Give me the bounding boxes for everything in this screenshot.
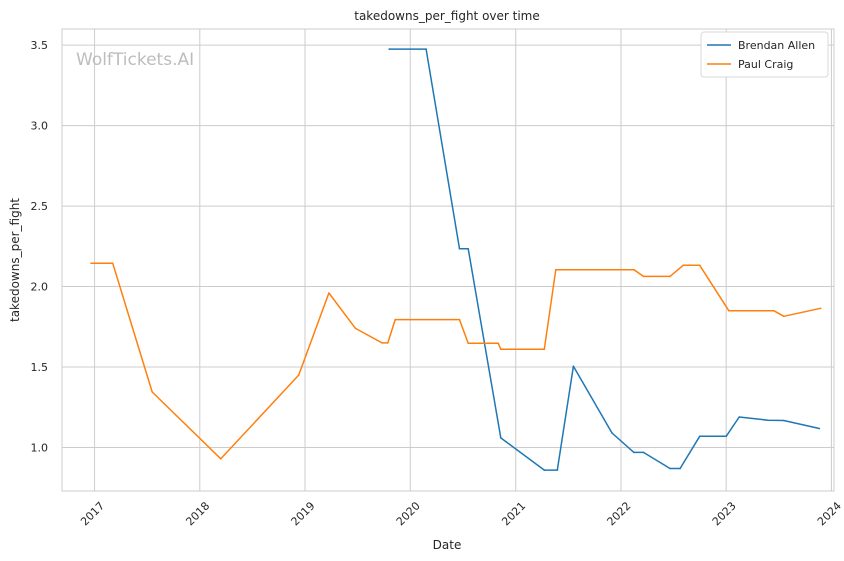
data-point-paul-craig [394,318,397,321]
data-point-brendan-allen [425,48,427,50]
data-point-brendan-allen [766,419,769,422]
data-point-paul-craig [458,318,461,321]
data-point-paul-craig [819,307,822,310]
data-point-paul-craig [297,374,300,376]
legend-frame [700,31,829,78]
data-point-paul-craig [633,268,635,271]
legend-items: Brendan Allen Paul Craig [707,39,815,71]
data-point-paul-craig [381,342,383,344]
data-point-paul-craig [698,264,701,267]
y-tick-label: 2.0 [31,281,49,294]
data-point-brendan-allen [738,416,740,418]
data-point-paul-craig [90,262,92,265]
y-tick-label: 1.0 [31,442,49,455]
legend-label-paul-craig: Paul Craig [738,58,793,71]
data-point-brendan-allen [467,247,470,250]
data-point-paul-craig [543,348,546,351]
legend-label-brendan-allen: Brendan Allen [738,39,815,52]
data-point-brendan-allen [679,467,681,470]
data-point-brendan-allen [543,469,546,471]
chart-title: takedowns_per_fight over time [354,9,540,23]
data-point-paul-craig [467,342,470,345]
data-point-paul-craig [669,275,671,278]
data-point-paul-craig [387,342,389,344]
data-point-brendan-allen [633,451,635,454]
data-point-brendan-allen [783,419,785,422]
data-point-brendan-allen [572,365,575,368]
data-point-paul-craig [220,458,222,460]
plot-area-frame [61,28,835,492]
data-point-brendan-allen [388,48,391,50]
data-point-paul-craig [773,309,775,312]
data-point-paul-craig [354,327,357,330]
legend: Brendan Allen Paul Craig [700,31,829,78]
data-point-paul-craig [783,315,785,318]
data-point-paul-craig [682,264,684,267]
data-point-brendan-allen [500,437,502,439]
y-tick-label: 1.5 [31,361,49,374]
series-layer [90,48,822,471]
y-axis-ticks: 1.0 1.5 2.0 2.5 3.0 3.5 [31,39,49,454]
data-point-paul-craig [151,391,153,393]
data-point-paul-craig [728,309,730,312]
data-point-paul-craig [642,275,645,278]
x-axis-title: Date [433,538,462,552]
data-point-paul-craig [497,342,500,345]
y-tick-label: 2.5 [31,200,49,213]
y-axis-title: takedowns_per_fight [8,198,22,322]
data-point-paul-craig [111,262,114,265]
data-point-brendan-allen [556,469,559,471]
data-point-brendan-allen [669,467,671,470]
data-point-brendan-allen [611,432,613,434]
y-tick-label: 3.0 [31,120,49,133]
data-point-brendan-allen [698,435,701,438]
y-tick-label: 3.5 [31,39,49,52]
data-point-brendan-allen [818,427,821,430]
data-point-brendan-allen [725,435,727,438]
data-point-brendan-allen [642,451,645,454]
data-point-brendan-allen [458,247,461,250]
data-point-paul-craig [500,348,502,351]
data-point-paul-craig [328,292,330,294]
watermark-text: WolfTickets.AI [76,50,194,70]
data-point-paul-craig [555,268,557,271]
